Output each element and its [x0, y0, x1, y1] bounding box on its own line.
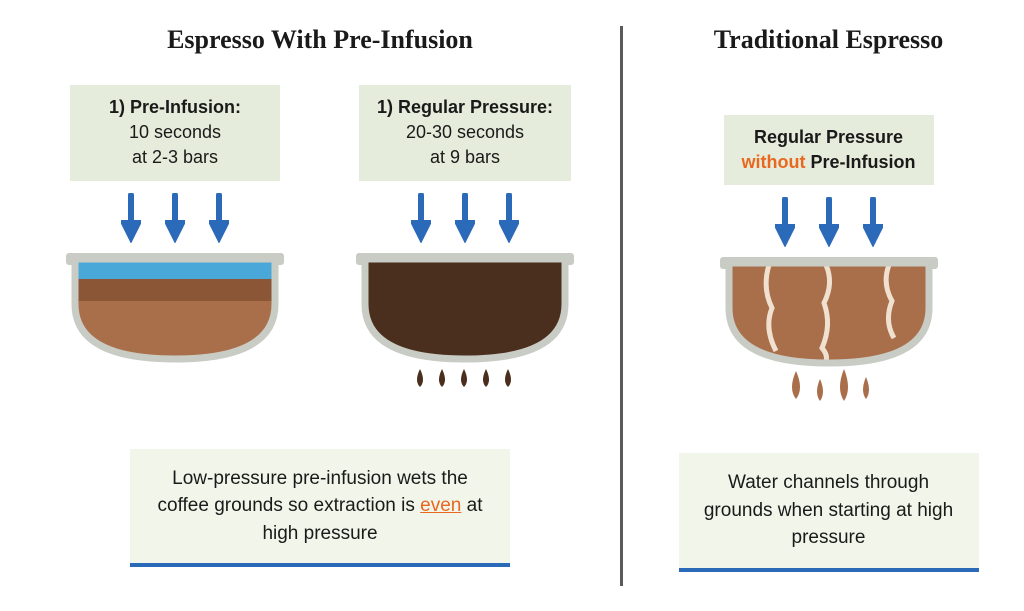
down-arrow-icon [411, 193, 431, 243]
down-arrow-icon [775, 197, 795, 247]
preinfusion-label-l3: at 2-3 bars [88, 145, 262, 170]
left-caption-box: Low-pressure pre-infusion wets the coffe… [130, 449, 510, 568]
down-arrow-icon [209, 193, 229, 243]
uneven-drips [792, 369, 869, 401]
down-arrow-icon [455, 193, 475, 243]
traditional-col: Regular Pressure without Pre-Infusion [699, 115, 959, 423]
regular-pressure-step-col: 1) Regular Pressure: 20-30 seconds at 9 … [335, 85, 595, 409]
regular-label-bold: 1) Regular Pressure: [377, 95, 553, 120]
vertical-divider [620, 26, 623, 586]
regular-label-box: 1) Regular Pressure: 20-30 seconds at 9 … [359, 85, 571, 181]
left-title: Espresso With Pre-Infusion [167, 25, 473, 55]
regular-basket-diagram [350, 249, 580, 409]
wet-coffee-layer [70, 279, 280, 301]
left-caption-even: even [420, 495, 461, 516]
down-arrow-icon [499, 193, 519, 243]
preinfusion-label-l2: 10 seconds [88, 120, 262, 145]
preinfusion-step-col: 1) Pre-Infusion: 10 seconds at 2-3 bars [45, 85, 305, 409]
down-arrow-icon [863, 197, 883, 247]
right-title: Traditional Espresso [714, 25, 943, 55]
right-caption: Water channels through grounds when star… [704, 472, 953, 548]
pre-infusion-panel: Espresso With Pre-Infusion 1) Pre-Infusi… [30, 20, 610, 591]
even-drips [417, 369, 511, 387]
regular-arrows [411, 193, 519, 243]
down-arrow-icon [165, 193, 185, 243]
traditional-label-l1: Regular Pressure [742, 125, 916, 150]
preinfusion-arrows [121, 193, 229, 243]
without-text: without [742, 152, 806, 172]
traditional-label-l2: without Pre-Infusion [742, 150, 916, 175]
preinfusion-label-box: 1) Pre-Infusion: 10 seconds at 2-3 bars [70, 85, 280, 181]
traditional-panel: Traditional Espresso Regular Pressure wi… [633, 20, 994, 591]
regular-label-l3: at 9 bars [377, 145, 553, 170]
traditional-label-l2-post: Pre-Infusion [805, 152, 915, 172]
regular-label-l2: 20-30 seconds [377, 120, 553, 145]
preinfusion-basket-diagram [60, 249, 290, 379]
traditional-label-box: Regular Pressure without Pre-Infusion [724, 115, 934, 185]
infographic-container: Espresso With Pre-Infusion 1) Pre-Infusi… [0, 0, 1024, 611]
right-caption-box: Water channels through grounds when star… [679, 453, 979, 572]
saturated-coffee [360, 259, 570, 369]
traditional-basket-diagram [714, 253, 944, 423]
traditional-arrows [775, 197, 883, 247]
down-arrow-icon [121, 193, 141, 243]
down-arrow-icon [819, 197, 839, 247]
preinfusion-label-bold: 1) Pre-Infusion: [88, 95, 262, 120]
left-diagrams-row: 1) Pre-Infusion: 10 seconds at 2-3 bars [30, 85, 610, 409]
